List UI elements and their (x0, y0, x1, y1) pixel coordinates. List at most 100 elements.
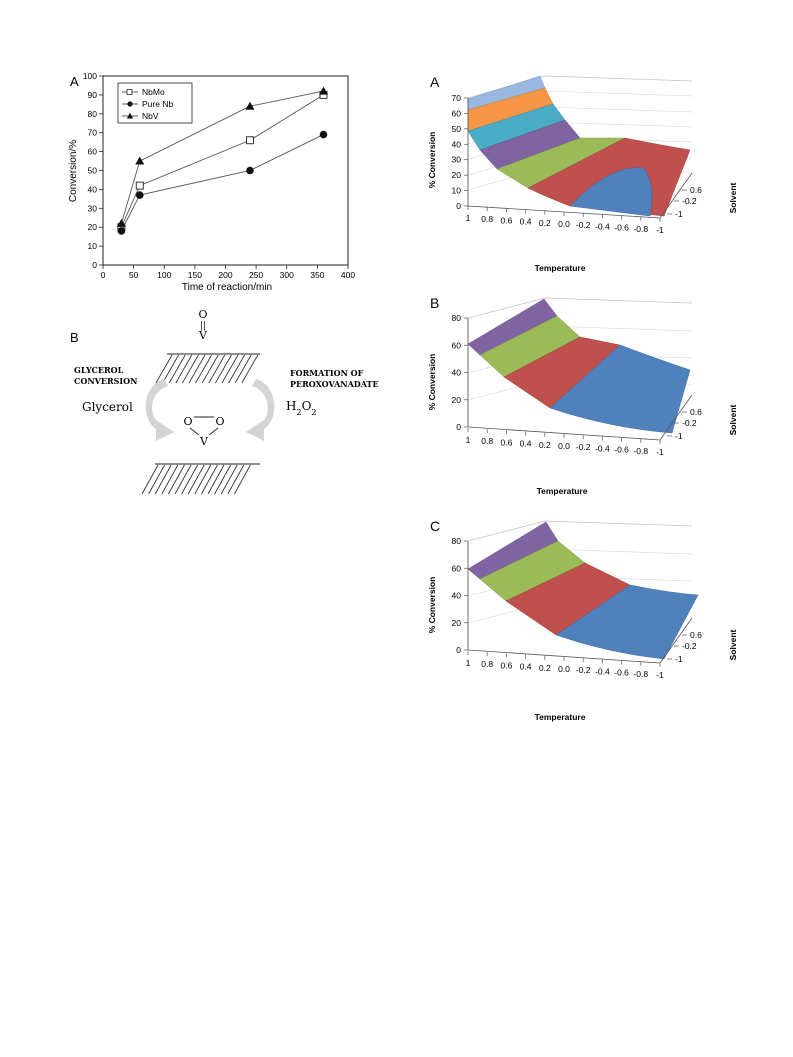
mechanism-scheme: B O || V GLYCEROL CONVERSION FORMATION O… (70, 308, 379, 495)
x-tick-label: -0.6 (614, 223, 629, 233)
x-tick-label: 100 (157, 270, 171, 280)
z-tick-label: 80 (452, 536, 462, 546)
x-tick-label: -0.4 (595, 443, 610, 453)
peroxo-vanadium: V (199, 435, 209, 448)
y-tick-label: 70 (88, 128, 98, 138)
legend-label-nbmo: NbMo (142, 87, 165, 97)
y-tick-label: 80 (88, 109, 98, 119)
surface-c-floor (467, 617, 693, 664)
surface-c-z-label: % Conversion (427, 577, 437, 634)
x-tick-label: 300 (280, 270, 294, 280)
x-tick-label: 0.2 (539, 440, 551, 450)
series-line-pure-nb (120, 134, 324, 232)
surface-a-x-label: Temperature (535, 263, 586, 273)
surface-b-y-label: Solvent (728, 404, 738, 435)
x-tick-label: 150 (188, 270, 202, 280)
x-tick-label: 200 (218, 270, 232, 280)
x-tick-label: -0.4 (595, 666, 610, 676)
left-caption-line2: CONVERSION (74, 376, 137, 386)
surface-a-y-label: Solvent (728, 182, 738, 213)
y-tick-label: 0 (92, 260, 97, 270)
hatch-line (181, 464, 198, 495)
peroxo-ov-bond-right (208, 427, 219, 436)
x-tick-label: -0.2 (576, 442, 591, 452)
point-pure-nb (319, 130, 328, 139)
scheme-panel-label: B (70, 330, 79, 345)
hatch-line (234, 464, 251, 495)
z-tick-label: 20 (452, 618, 462, 628)
surface-plot-a: A 0 10 20 30 40 50 60 70 1 0.8 0.6 0.4 0.2 0.0 -0.2 -0.… (427, 74, 738, 273)
z-tick-label: 0 (456, 422, 461, 432)
x-tick-label: 0.4 (520, 439, 532, 449)
z-tick-label: 80 (452, 313, 462, 323)
hatch-line (214, 464, 231, 495)
hatch-line (187, 464, 205, 495)
x-tick-label: -0.8 (633, 446, 648, 456)
x-tick-label: 1 (466, 435, 471, 445)
h2o2-label: H2O2 (286, 399, 317, 417)
x-tick-label: 0.4 (520, 662, 532, 672)
vanadyl-double-bond: || (200, 321, 206, 331)
surface-c-band-blue (555, 584, 699, 660)
y-tick-label: 60 (88, 147, 98, 157)
surface-c-x-label: Temperature (535, 712, 586, 722)
x-tick-label: 0.6 (500, 215, 512, 225)
legend-marker-pure-nb (127, 101, 133, 107)
arrow-left-curved-icon (145, 379, 168, 432)
x-tick-label: -0.2 (576, 220, 591, 230)
x-tick-label: -0.6 (614, 445, 629, 455)
z-tick-label: 60 (452, 340, 462, 350)
legend-marker-nbv (126, 112, 134, 119)
y-tick-label: -0.2 (682, 641, 697, 651)
series-line-nbmo (120, 94, 324, 228)
z-tick-label: 40 (452, 591, 462, 601)
y-tick-label: 90 (88, 90, 98, 100)
x-tick-label: -1 (656, 447, 664, 457)
y-tick-label: -0.2 (682, 196, 697, 206)
x-tick-label: -0.8 (633, 669, 648, 679)
point-nbv (319, 86, 328, 95)
hatch-line (207, 464, 225, 495)
x-tick-label: 50 (129, 270, 139, 280)
peroxo-ov-bond-left (189, 427, 200, 436)
surface-a-panel-label: A (430, 74, 440, 90)
z-tick-label: 40 (452, 368, 462, 378)
z-tick-label: 20 (452, 170, 462, 180)
right-caption-line2: PEROXOVANADATE (290, 379, 379, 389)
arrow-right-curved-icon (252, 379, 275, 432)
hatch-line (201, 354, 219, 384)
surface-b-ticks: 0 20 40 60 80 1 0.8 0.6 0.4 0.2 0.0 -0.2 -0.4 -0.6 -0.… (452, 313, 703, 457)
vanadyl-vanadium: V (198, 329, 208, 342)
y-tick-label: 30 (88, 203, 98, 213)
y-tick-label: 20 (88, 222, 98, 232)
surface-b-x-label: Temperature (537, 486, 588, 496)
x-axis-label: Time of reaction/min (182, 282, 272, 293)
y-tick-label: 0.6 (690, 630, 702, 640)
z-tick-label: 30 (452, 155, 462, 165)
z-tick-label: 60 (452, 108, 462, 118)
point-nbmo (135, 181, 144, 190)
hatch-line (175, 354, 193, 384)
z-tick-label: 0 (456, 645, 461, 655)
hatch-line (234, 354, 252, 384)
surface-c-y-label: Solvent (728, 629, 738, 660)
z-tick-label: 70 (452, 93, 462, 103)
point-nbmo (246, 136, 254, 145)
y-tick-label: 40 (88, 184, 98, 194)
hatch-line (201, 464, 218, 495)
surface-c-ticks: 0 20 40 60 80 1 0.8 0.6 0.4 0.2 0.0 -0.2 -0.4 -0.6 -0.… (452, 536, 703, 680)
y-tick-label: -1 (675, 431, 683, 441)
arrowhead-left-icon (156, 420, 174, 441)
x-tick-label: 0.6 (500, 437, 512, 447)
point-pure-nb (135, 191, 144, 199)
hatch-line (148, 464, 165, 495)
y-tick-label: -1 (675, 209, 683, 219)
catalyst-surface-top (155, 353, 260, 384)
z-tick-label: 20 (452, 395, 462, 405)
x-tick-label: -1 (656, 670, 664, 680)
x-tick-label: -0.8 (633, 224, 648, 234)
catalyst-surface-bottom (141, 463, 260, 495)
hatch-line (228, 354, 245, 384)
